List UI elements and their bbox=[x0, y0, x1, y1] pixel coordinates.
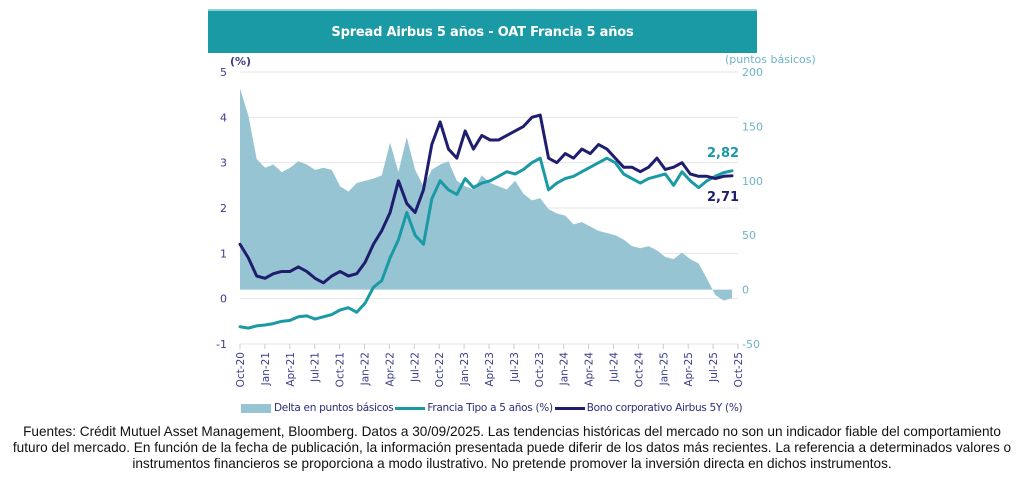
legend-label-francia: Francia Tipo a 5 años (%) bbox=[427, 402, 553, 414]
x-tick-label: Jan-21 bbox=[260, 352, 272, 386]
x-tick-label: Apr-23 bbox=[484, 352, 496, 387]
legend-swatch-francia bbox=[395, 406, 426, 410]
x-tick-label: Oct-20 bbox=[235, 352, 247, 387]
right-axis-tick-label: 200 bbox=[742, 66, 763, 79]
airbus-last-value-label: 2,71 bbox=[707, 190, 739, 205]
left-axis-label: (%) bbox=[230, 55, 251, 68]
x-tick-label: Oct-22 bbox=[434, 352, 446, 387]
delta-area-layer bbox=[240, 88, 732, 301]
legend-swatch-airbus bbox=[554, 406, 585, 410]
axes-layer: -1 0 1 2 3 4 5(%) -50 0 50 100 150 200(puntos básico… bbox=[216, 53, 816, 387]
right-axis-tick-label: 100 bbox=[742, 175, 763, 188]
left-axis-tick-label: 3 bbox=[220, 157, 227, 170]
left-axis-tick-label: 2 bbox=[220, 202, 227, 215]
left-axis-tick-label: 4 bbox=[220, 111, 227, 124]
x-tick-label: Oct-23 bbox=[534, 352, 546, 387]
x-tick-label: Jul-25 bbox=[708, 352, 720, 383]
x-tick-label: Apr-24 bbox=[584, 352, 596, 387]
legend-label-airbus: Bono corporativo Airbus 5Y (%) bbox=[586, 402, 743, 414]
francia-last-value-label: 2,82 bbox=[707, 146, 739, 161]
legend-item-francia: Francia Tipo a 5 años (%) bbox=[393, 402, 553, 414]
legend: Delta en puntos básicos Francia Tipo a 5… bbox=[241, 399, 743, 417]
right-axis-label: (puntos básicos) bbox=[725, 53, 816, 66]
x-tick-label: Jan-24 bbox=[559, 352, 571, 387]
x-tick-label: Jan-23 bbox=[459, 352, 471, 386]
left-axis-tick-label: 0 bbox=[220, 293, 227, 306]
x-tick-label: Jul-24 bbox=[609, 352, 621, 383]
lines-layer bbox=[238, 113, 734, 330]
x-tick-label: Jul-23 bbox=[509, 352, 521, 383]
left-axis-tick-label: 1 bbox=[220, 247, 227, 260]
right-axis-tick-label: -50 bbox=[742, 338, 760, 351]
legend-item-airbus: Bono corporativo Airbus 5Y (%) bbox=[553, 402, 743, 414]
right-axis-tick-label: 50 bbox=[742, 229, 756, 242]
x-tick-label: Jan-22 bbox=[360, 352, 372, 386]
labels-layer: 2,82 2,71 bbox=[707, 146, 739, 205]
footnote: Fuentes: Crédit Mutuel Asset Management,… bbox=[12, 424, 1012, 471]
left-axis-tick-label: -1 bbox=[216, 338, 227, 351]
x-tick-label: Apr-25 bbox=[683, 352, 695, 387]
x-tick-label: Jul-21 bbox=[310, 352, 322, 383]
x-tick-label: Oct-21 bbox=[335, 352, 347, 387]
x-tick-label: Apr-22 bbox=[384, 352, 396, 387]
legend-swatch-delta bbox=[241, 403, 271, 413]
x-tick-label: Oct-24 bbox=[633, 352, 645, 388]
left-axis-tick-label: 5 bbox=[220, 66, 227, 79]
delta-area bbox=[240, 88, 732, 301]
x-tick-label: Jul-22 bbox=[409, 352, 421, 383]
francia-line bbox=[238, 156, 734, 330]
chart-title: Spread Airbus 5 años - OAT Francia 5 año… bbox=[208, 9, 757, 53]
right-axis-tick-label: 0 bbox=[742, 284, 749, 297]
chart-svg: -1 0 1 2 3 4 5(%) -50 0 50 100 150 200(puntos básico… bbox=[216, 53, 816, 387]
x-tick-label: Oct-25 bbox=[733, 352, 745, 387]
right-axis-tick-label: 150 bbox=[742, 120, 763, 133]
legend-item-delta: Delta en puntos básicos bbox=[241, 402, 394, 414]
airbus-line bbox=[238, 113, 734, 285]
legend-label-delta: Delta en puntos básicos bbox=[274, 402, 394, 414]
x-tick-label: Apr-21 bbox=[285, 352, 297, 387]
x-tick-label: Jan-25 bbox=[658, 352, 670, 386]
